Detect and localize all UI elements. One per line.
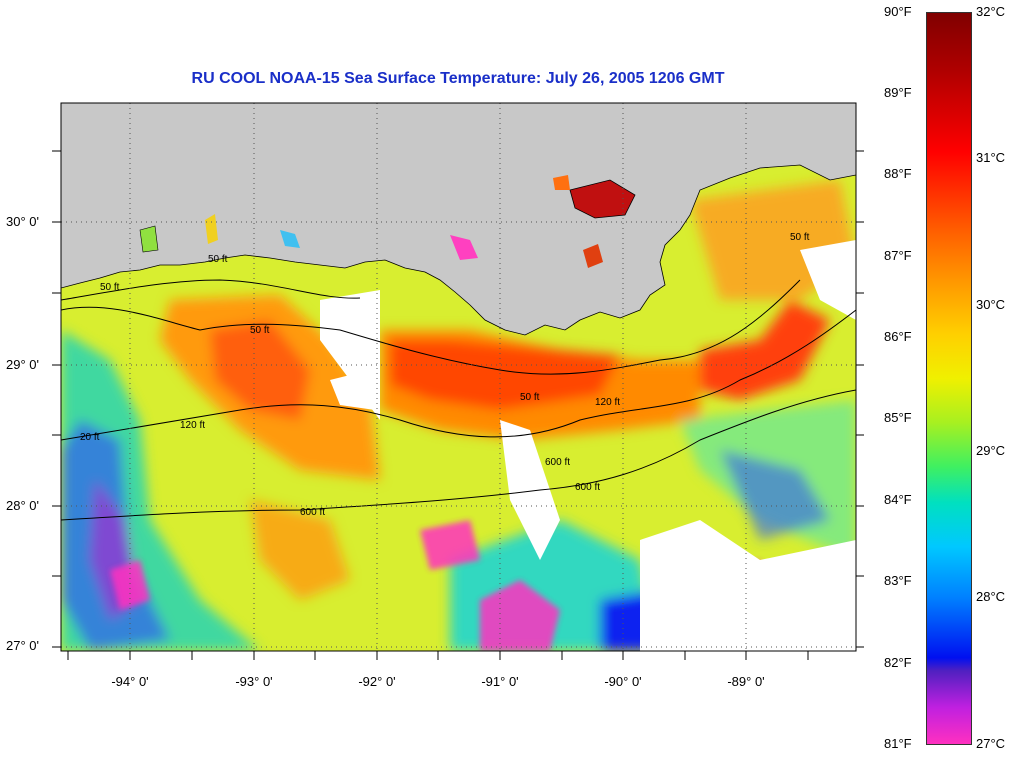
lat-label: 28° 0' [6, 498, 39, 513]
colorbar-c-label: 27°C [976, 736, 1006, 751]
lon-label: -89° 0' [727, 674, 765, 689]
colorbar-f-label: 81°F [884, 736, 912, 751]
cloud-mask-streak [500, 420, 560, 560]
temperature-colorbar [926, 12, 972, 745]
isobath-600ft [61, 389, 856, 521]
isobath-label: 600 ft [575, 482, 600, 493]
cloud-mask-small [330, 370, 375, 410]
colorbar-c-label: 29°C [976, 443, 1006, 458]
colorbar-f-label: 86°F [884, 329, 912, 344]
isobath-20ft [61, 279, 361, 301]
lon-label: -92° 0' [358, 674, 396, 689]
isobath-120ft [61, 309, 856, 441]
lat-label: 30° 0' [6, 214, 39, 229]
isobath-label: 600 ft [300, 507, 325, 518]
map-title: RU COOL NOAA-15 Sea Surface Temperature:… [191, 70, 725, 87]
sst-warm-southwest [250, 500, 350, 600]
cloud-mask-southeast [640, 520, 856, 651]
sst-cold-east [720, 450, 830, 540]
colorbar-f-label: 89°F [884, 85, 912, 100]
isobath-label: 120 ft [595, 397, 620, 408]
isobath-label: 50 ft [208, 254, 228, 265]
sst-hot-central [390, 340, 620, 410]
colorbar-f-label: 83°F [884, 573, 912, 588]
colorbar-c-label: 32°C [976, 4, 1006, 19]
colorbar-c-label: 30°C [976, 297, 1006, 312]
colorbar-c-label: 28°C [976, 589, 1006, 604]
isobath-label: 50 ft [520, 392, 540, 403]
lake-small-2 [139, 225, 159, 253]
colorbar-f-label: 87°F [884, 248, 912, 263]
lon-label: -93° 0' [235, 674, 273, 689]
isobath-label: 120 ft [180, 420, 205, 431]
colorbar-f-label: 90°F [884, 4, 912, 19]
lon-label: -91° 0' [481, 674, 519, 689]
isobath-label: 50 ft [250, 325, 270, 336]
lat-label: 27° 0' [6, 638, 39, 653]
lat-label: 29° 0' [6, 357, 39, 372]
land [61, 103, 856, 336]
lon-label: -90° 0' [604, 674, 642, 689]
colorbar-f-label: 85°F [884, 410, 912, 425]
colorbar-f-label: 84°F [884, 492, 912, 507]
lake-maurepas [553, 175, 570, 190]
sst-magenta-mid [420, 520, 480, 570]
colorbar-f-label: 88°F [884, 166, 912, 181]
lon-label: -94° 0' [111, 674, 149, 689]
sst-hot-west [210, 320, 310, 420]
cloud-mask-east [800, 240, 856, 320]
lake-pontchartrain [569, 179, 636, 219]
inland-water-warm [139, 175, 636, 268]
isobath-50ft [61, 279, 801, 375]
lake-small-1 [583, 244, 603, 268]
colorbar-c-label: 31°C [976, 150, 1006, 165]
sst-magenta-west [110, 560, 150, 610]
isobath-label: 50 ft [790, 232, 810, 243]
colorbar-f-label: 82°F [884, 655, 912, 670]
lake-small-3 [205, 214, 218, 244]
lake-small-5 [280, 230, 300, 248]
lake-small-4 [450, 235, 478, 260]
isobath-label: 20 ft [80, 432, 100, 443]
isobath-label: 50 ft [100, 282, 120, 293]
sst-hot-delta [700, 300, 830, 400]
isobath-label: 600 ft [545, 457, 570, 468]
